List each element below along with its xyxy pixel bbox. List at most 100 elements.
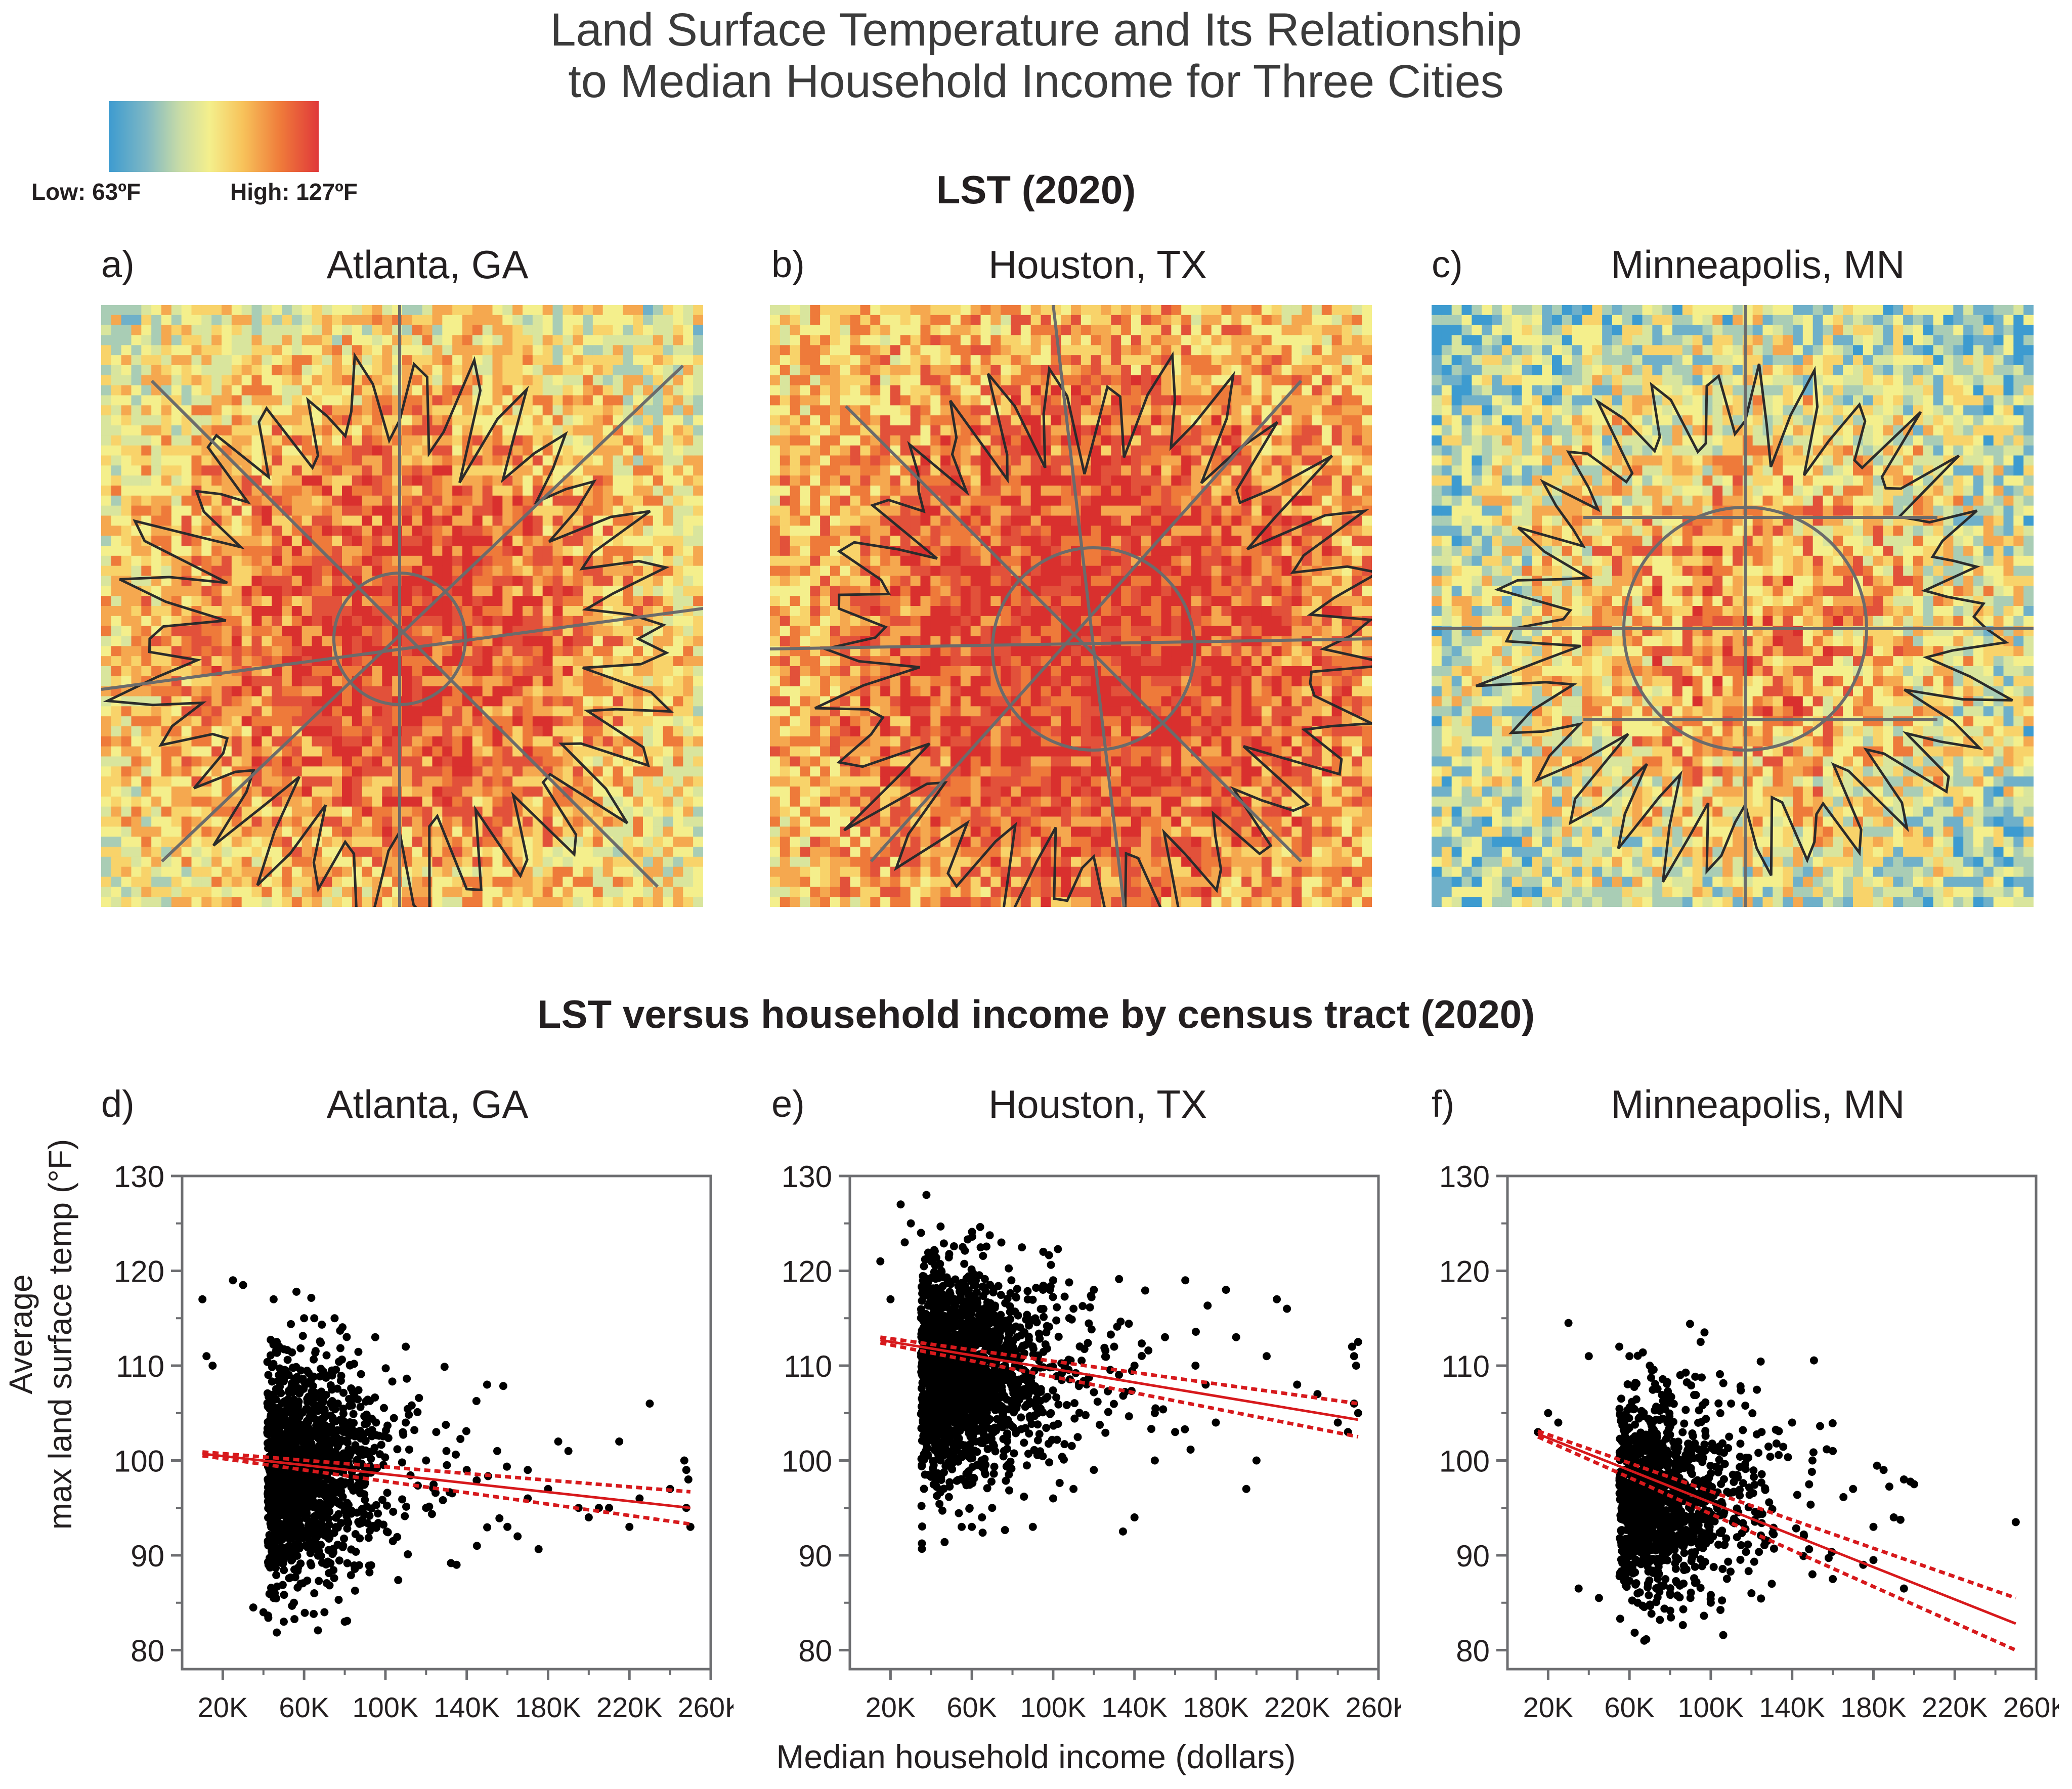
map-cell <box>683 355 694 366</box>
map-cell <box>643 766 654 777</box>
map-cell <box>412 676 423 687</box>
map-cell <box>141 796 152 807</box>
map-cell <box>222 726 232 737</box>
map-cell <box>382 746 393 757</box>
map-cell <box>111 345 122 356</box>
map-cell <box>870 826 881 837</box>
map-cell <box>850 375 861 386</box>
map-cell <box>231 856 242 867</box>
map-cell <box>870 345 881 356</box>
map-cell <box>850 435 861 446</box>
map-cell <box>532 616 543 627</box>
map-cell <box>583 756 593 767</box>
map-cell <box>673 325 683 336</box>
map-cell <box>920 716 931 727</box>
map-cell <box>171 656 182 667</box>
map-cell <box>322 375 332 386</box>
map-cell <box>301 305 313 316</box>
map-cell <box>663 696 674 707</box>
map-cell <box>960 706 971 717</box>
map-cell <box>960 787 971 797</box>
map-cell <box>442 726 453 737</box>
map-cell <box>301 866 313 878</box>
map-cell <box>272 847 282 857</box>
map-cell <box>613 776 623 787</box>
map-cell <box>523 897 533 907</box>
map-cell <box>352 736 363 747</box>
map-cell <box>623 565 633 577</box>
map-cell <box>643 586 654 596</box>
map-cell <box>301 495 313 506</box>
map-cell <box>583 837 593 847</box>
map-cell <box>492 355 503 366</box>
map-cell <box>241 746 252 757</box>
map-cell <box>352 415 363 426</box>
map-cell <box>241 596 252 606</box>
map-cell <box>860 576 871 586</box>
map-cell <box>332 736 342 747</box>
map-cell <box>830 796 841 807</box>
map-cell <box>512 756 523 767</box>
map-cell <box>211 847 222 857</box>
map-cell <box>810 736 821 747</box>
map-cell <box>643 536 654 546</box>
map-cell <box>111 375 122 386</box>
map-cell <box>291 826 303 837</box>
map-cell <box>332 837 342 847</box>
map-cell <box>161 536 172 546</box>
map-cell <box>970 505 981 516</box>
map-cell <box>532 355 543 366</box>
map-cell <box>633 395 643 406</box>
map-cell <box>800 766 810 777</box>
map-cell <box>262 395 272 406</box>
map-cell <box>452 806 463 817</box>
map-cell <box>820 486 831 496</box>
map-cell <box>613 546 623 556</box>
map-cell <box>211 405 222 416</box>
map-cell <box>820 806 831 817</box>
map-cell <box>121 515 132 526</box>
map-cell <box>602 856 614 867</box>
map-cell <box>482 796 493 807</box>
map-cell <box>111 596 122 606</box>
map-cell <box>940 596 951 606</box>
map-cell <box>633 746 643 757</box>
map-cell <box>412 526 423 536</box>
map-cell <box>422 495 433 506</box>
map-cell <box>980 766 991 777</box>
map-cell <box>312 706 322 717</box>
map-cell <box>683 866 694 878</box>
map-cell <box>462 546 473 556</box>
map-cell <box>312 345 322 356</box>
map-cell <box>512 576 523 586</box>
map-cell <box>111 636 122 646</box>
map-cell <box>422 355 433 366</box>
map-cell <box>111 495 122 506</box>
map-cell <box>563 365 573 376</box>
map-cell <box>573 445 583 456</box>
map-cell <box>452 445 463 456</box>
map-cell <box>592 837 603 847</box>
map-cell <box>151 435 162 446</box>
map-cell <box>251 305 262 316</box>
map-cell <box>850 877 861 887</box>
map-cell <box>251 465 262 476</box>
map-cell <box>462 355 473 366</box>
map-cell <box>502 415 513 426</box>
map-cell <box>181 445 192 456</box>
map-cell <box>940 726 951 737</box>
map-cell <box>592 766 603 777</box>
map-cell <box>382 826 393 837</box>
map-cell <box>191 756 202 767</box>
map-cell <box>850 475 861 486</box>
map-cell <box>663 405 674 416</box>
map-cell <box>790 776 801 787</box>
map-cell <box>502 806 513 817</box>
map-cell <box>673 395 683 406</box>
map-cell <box>171 415 182 426</box>
map-cell <box>362 806 373 817</box>
map-cell <box>372 676 382 687</box>
map-cell <box>402 576 413 586</box>
map-cell <box>462 515 473 526</box>
map-cell <box>382 375 393 386</box>
